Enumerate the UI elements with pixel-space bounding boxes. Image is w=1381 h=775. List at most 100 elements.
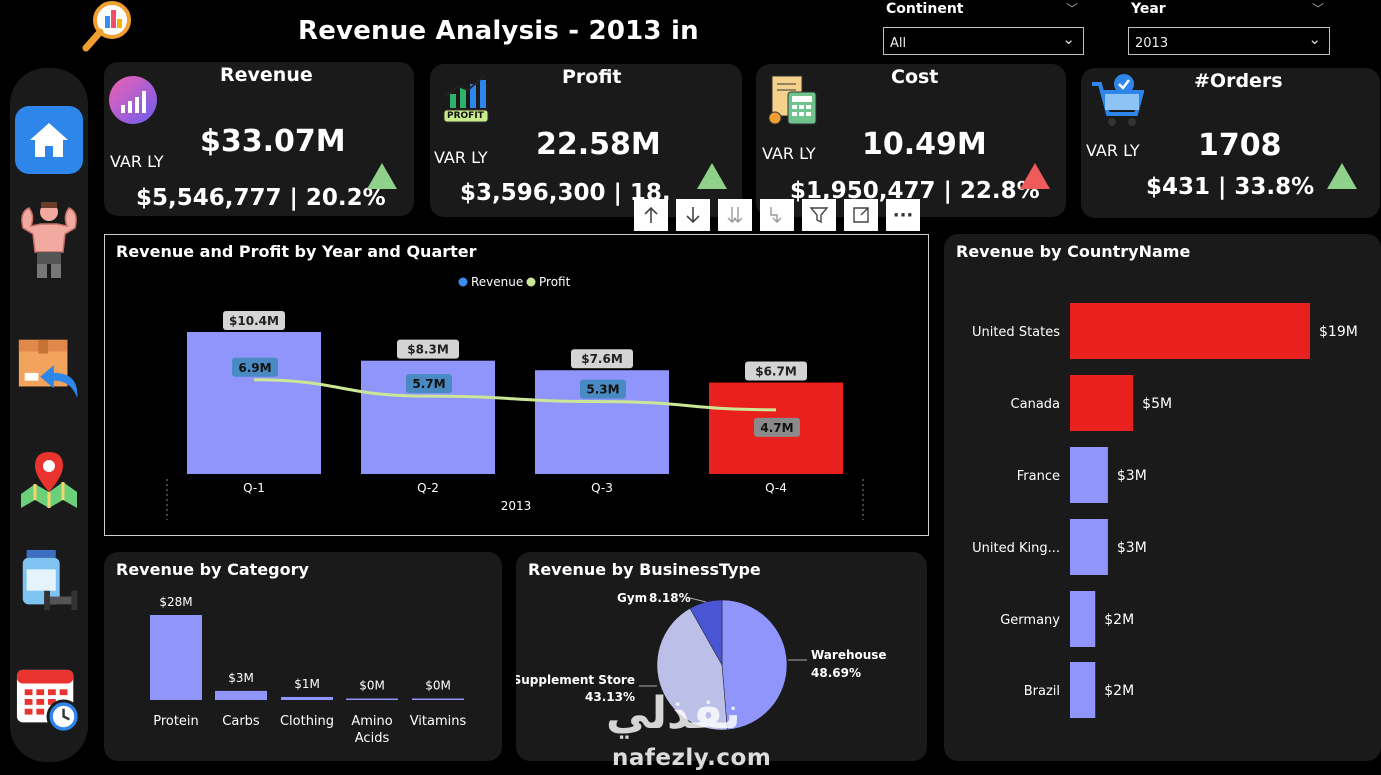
sidebar-item-supplements[interactable] [15,544,83,620]
legend-marker-profit [526,277,536,287]
y-tick-label: Brazil [1024,684,1060,699]
trend-up-icon [367,163,397,189]
cost-var-label: VAR LY [762,144,816,163]
country-bar [1070,662,1096,718]
sidebar [10,68,88,762]
expand-all-icon[interactable] [718,199,752,231]
profit-icon-label: PROFIT [447,111,484,121]
legend-label-revenue: Revenue [471,275,523,289]
continent-dropdown-value: All [890,36,907,51]
visual-toolbar: ··· [634,199,920,231]
box-return-icon [18,339,78,399]
year-dropdown[interactable]: 2013 ⌄ [1128,27,1330,55]
cost-kpi-card[interactable] [756,64,1066,217]
analytics-magnifier-logo-icon [80,0,136,52]
expand-next-icon[interactable] [760,199,794,231]
category-bar [281,696,333,700]
continent-slicer-label: Continent [886,1,964,17]
x-tick-label: Carbs [222,714,260,729]
sidebar-item-returns[interactable] [15,334,83,402]
legend-label-profit: Profit [539,275,571,289]
more-options-icon[interactable]: ··· [886,199,920,231]
chevron-down-icon[interactable]: ﹀ [1066,2,1079,16]
x-tick-label: Clothing [280,714,334,729]
orders-var-value: $431 | 33.8% [1146,174,1315,200]
orders-kpi-value: 1708 [1198,128,1282,163]
profit-data-label: 4.7M [760,421,793,435]
pie-label-value: 48.69% [811,666,861,680]
filter-icon[interactable] [802,199,836,231]
continent-dropdown[interactable]: All ⌄ [883,27,1084,55]
profit-label-bg [406,374,452,394]
trend-up-icon [697,163,727,189]
pie-label-value: 8.18% [649,591,691,605]
y-tick-label: France [1017,469,1060,484]
chevron-down-icon: ⌄ [1062,30,1075,48]
x-tick-label: Protein [153,714,199,729]
invoice-calculator-icon [766,74,818,126]
country-chart-title: Revenue by CountryName [956,242,1191,261]
profit-data-label: 6.9M [238,361,271,375]
country-data-label: $19M [1319,324,1358,340]
y-tick-label: Germany [1000,613,1060,628]
category-bar [346,698,398,700]
revenue-var-value: $5,546,777 | 20.2% [136,185,386,211]
sidebar-item-calendar[interactable] [15,662,83,738]
sidebar-item-bodybuilder[interactable] [15,202,83,278]
country-data-label: $3M [1117,540,1147,556]
businesstype-chart-title: Revenue by BusinessType [528,560,761,579]
data-label-bg [223,311,285,330]
bodybuilder-icon [21,202,77,278]
revenue-bar [187,332,321,474]
category-data-label: $28M [159,595,192,609]
quarter-chart-svg: Revenue Profit $10.4M Q-1 $8.3M Q-2 $7.6M Q-3 $6… [166,275,864,520]
x-tick-label: Q-3 [591,481,613,495]
pie-label-name: Warehouse [811,648,887,662]
drill-down-icon[interactable] [676,199,710,231]
profit-label-bg [232,357,278,377]
country-bar [1070,375,1134,431]
data-label-bg [745,361,807,381]
x-tick-label: Q-4 [765,481,787,495]
drill-up-icon[interactable] [634,199,668,231]
pie-label-name: Supplement Store [516,673,635,687]
chevron-down-icon[interactable]: ﹀ [1312,2,1325,16]
country-data-label: $3M [1117,468,1147,484]
sidebar-item-home[interactable] [15,106,83,174]
focus-mode-icon[interactable] [844,199,878,231]
x-tick-label: Amino [351,714,392,729]
orders-kpi-title: #Orders [1194,70,1283,92]
calendar-clock-icon [16,669,81,734]
category-bar [150,615,202,700]
profit-kpi-title: Profit [562,66,622,88]
profit-data-label: 5.3M [586,383,619,397]
chevron-down-icon: ⌄ [1308,30,1321,48]
businesstype-chart-svg: Warehouse 48.69% Supplement Store 43.13% Gym… [516,591,887,731]
map-pin-icon [21,452,77,508]
trend-up-icon [1020,163,1050,189]
quarter-chart-title: Revenue and Profit by Year and Quarter [116,242,477,261]
trend-up-icon [1327,163,1357,189]
revenue-data-label: $7.6M [581,352,623,366]
country-bar [1070,591,1096,647]
watermark-arabic: نفذلي [606,688,741,739]
revenue-kpi-title: Revenue [220,64,313,86]
profit-label-bg [580,379,626,399]
cost-kpi-title: Cost [891,66,939,88]
x-tick-label: Q-2 [417,481,439,495]
year-slicer-label: Year [1131,1,1166,17]
revenue-kpi-value: $33.07M [200,124,346,159]
category-bar [412,698,464,700]
revenue-kpi-card[interactable] [104,62,414,216]
revenue-var-label: VAR LY [110,152,164,171]
category-data-label: $0M [425,679,451,693]
sidebar-item-map[interactable] [15,446,83,514]
revenue-data-label: $10.4M [229,314,279,328]
year-dropdown-value: 2013 [1135,36,1169,51]
cart-check-icon [1090,72,1145,130]
category-bar [215,690,267,700]
pie-label-value: 43.13% [585,690,635,704]
legend-marker-revenue [458,277,468,287]
y-tick-label: United States [972,325,1060,340]
country-data-label: $2M [1104,683,1134,699]
